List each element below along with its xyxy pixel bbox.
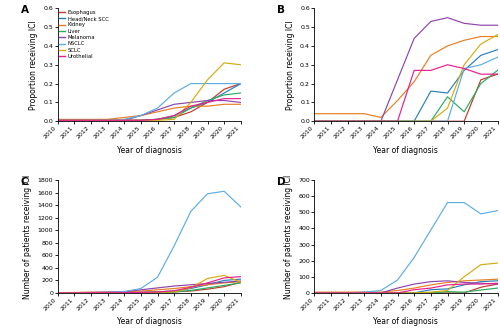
Text: D: D [278, 176, 286, 187]
Y-axis label: Number of patients receiving ICI: Number of patients receiving ICI [284, 174, 292, 299]
Y-axis label: Proportion receiving ICI: Proportion receiving ICI [286, 20, 294, 110]
X-axis label: Year of diagnosis: Year of diagnosis [374, 146, 438, 155]
X-axis label: Year of diagnosis: Year of diagnosis [116, 317, 182, 326]
Y-axis label: Proportion receiving ICI: Proportion receiving ICI [29, 20, 38, 110]
X-axis label: Year of diagnosis: Year of diagnosis [116, 146, 182, 155]
Text: A: A [21, 5, 29, 15]
Y-axis label: Number of patients receiving ICI: Number of patients receiving ICI [23, 174, 32, 299]
X-axis label: Year of diagnosis: Year of diagnosis [374, 317, 438, 326]
Text: C: C [21, 176, 28, 187]
Text: B: B [278, 5, 285, 15]
Legend: Esophagus, Head/Neck SCC, Kidney, Liver, Melanoma, NSCLC, SCLC, Urothelial: Esophagus, Head/Neck SCC, Kidney, Liver,… [58, 9, 109, 60]
